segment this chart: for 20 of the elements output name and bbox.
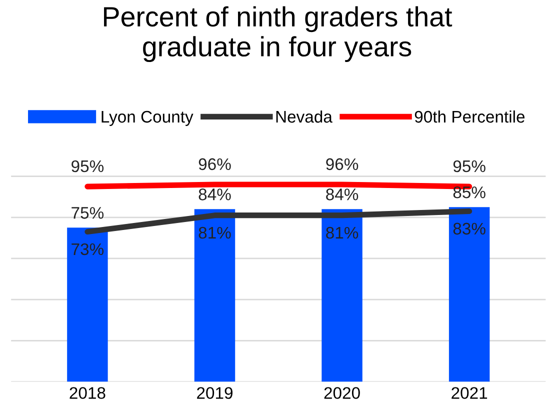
- data-label: 83%: [453, 222, 486, 235]
- data-label: 81%: [326, 226, 358, 239]
- legend-label: 90th Percentile: [414, 110, 525, 123]
- data-label: 96%: [198, 158, 231, 170]
- data-label: 84%: [326, 188, 358, 200]
- chart-title: Percent of ninth graders that graduate in four years: [104, 6, 452, 62]
- legend-label: Lyon County: [102, 110, 194, 126]
- data-label: 75%: [72, 207, 104, 219]
- x-tick-label: 2019: [197, 387, 232, 399]
- x-tick-label: 2020: [324, 387, 360, 399]
- data-label: 73%: [72, 243, 104, 256]
- data-label: 95%: [453, 160, 486, 172]
- legend-label: Nevada: [276, 110, 332, 123]
- x-tick-label: 2021: [452, 387, 488, 399]
- x-tick-label: 2018: [70, 387, 106, 399]
- data-label: 96%: [326, 158, 358, 170]
- data-label: 81%: [198, 226, 231, 239]
- data-label: 95%: [72, 160, 104, 172]
- data-label: 85%: [453, 186, 486, 198]
- data-label: 84%: [198, 188, 231, 200]
